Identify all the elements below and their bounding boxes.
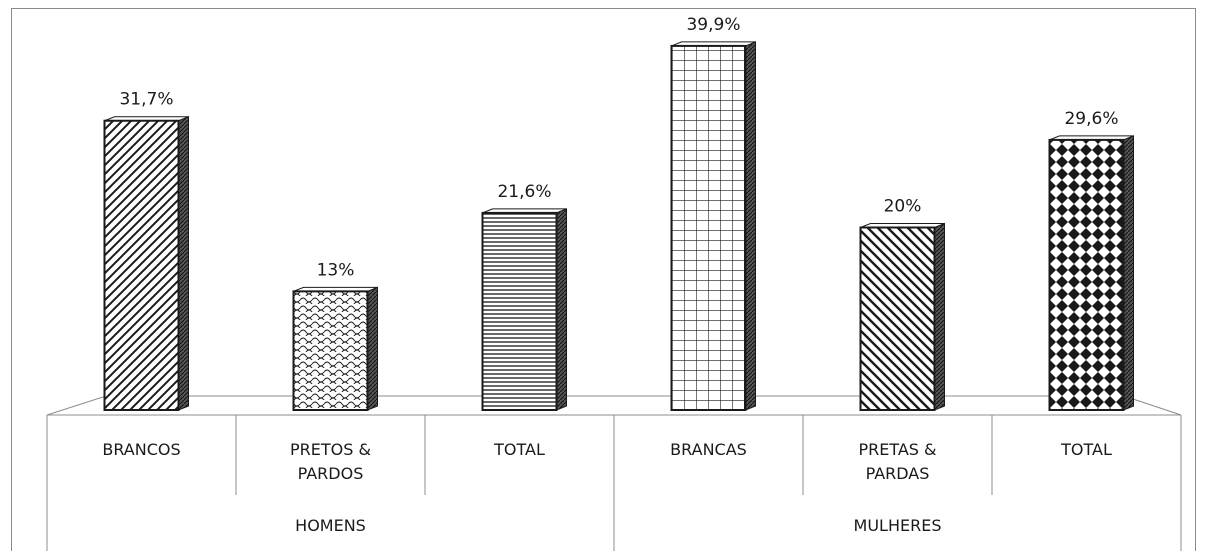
data-label: 29,6% xyxy=(1064,109,1118,129)
group-label: MULHERES xyxy=(854,516,942,535)
bars xyxy=(103,41,1134,412)
bar-5 xyxy=(859,222,945,411)
category-label: TOTAL xyxy=(493,440,545,459)
data-label: 20% xyxy=(884,197,922,217)
bar-side-face xyxy=(745,41,756,411)
category-label: PRETOS & PARDOS xyxy=(290,440,371,483)
category-label: BRANCOS xyxy=(102,440,180,459)
bar-front-face xyxy=(292,290,369,411)
bar-4 xyxy=(670,41,756,411)
labels: 31,7% 13% 21,6% 39,9% 20% 29,6% BRANCOS PRETOS … xyxy=(102,15,1118,535)
bar-front-face xyxy=(1048,138,1125,411)
bar-2 xyxy=(292,286,378,411)
group-label: HOMENS xyxy=(295,516,366,535)
data-label: 21,6% xyxy=(497,182,551,202)
bar-front-face xyxy=(103,119,180,412)
data-label: 39,9% xyxy=(686,15,740,35)
category-label-line: PRETAS & xyxy=(858,440,936,459)
bar-side-face xyxy=(367,286,378,411)
bar-side-face xyxy=(556,208,567,411)
data-label: 13% xyxy=(317,260,355,280)
bar-3 xyxy=(481,208,567,411)
category-label-line: PARDOS xyxy=(298,464,364,483)
category-label: BRANCAS xyxy=(670,440,747,459)
category-label: PRETAS & PARDAS xyxy=(858,440,936,483)
bar-front-face xyxy=(859,226,936,411)
bar-1 xyxy=(103,115,189,412)
bar-6 xyxy=(1048,135,1134,411)
category-axis-lines xyxy=(46,415,1182,551)
category-label: TOTAL xyxy=(1060,440,1112,459)
data-label: 31,7% xyxy=(119,90,173,110)
bar-side-face xyxy=(934,222,945,411)
bar-front-face xyxy=(481,211,558,411)
category-label-line: PRETOS & xyxy=(290,440,371,459)
bar-side-face xyxy=(1123,135,1134,411)
bar-front-face xyxy=(670,44,747,411)
bar-side-face xyxy=(178,115,189,411)
floor-plane xyxy=(46,395,1182,416)
chart-frame xyxy=(11,8,1196,555)
category-label-line: PARDAS xyxy=(866,464,930,483)
